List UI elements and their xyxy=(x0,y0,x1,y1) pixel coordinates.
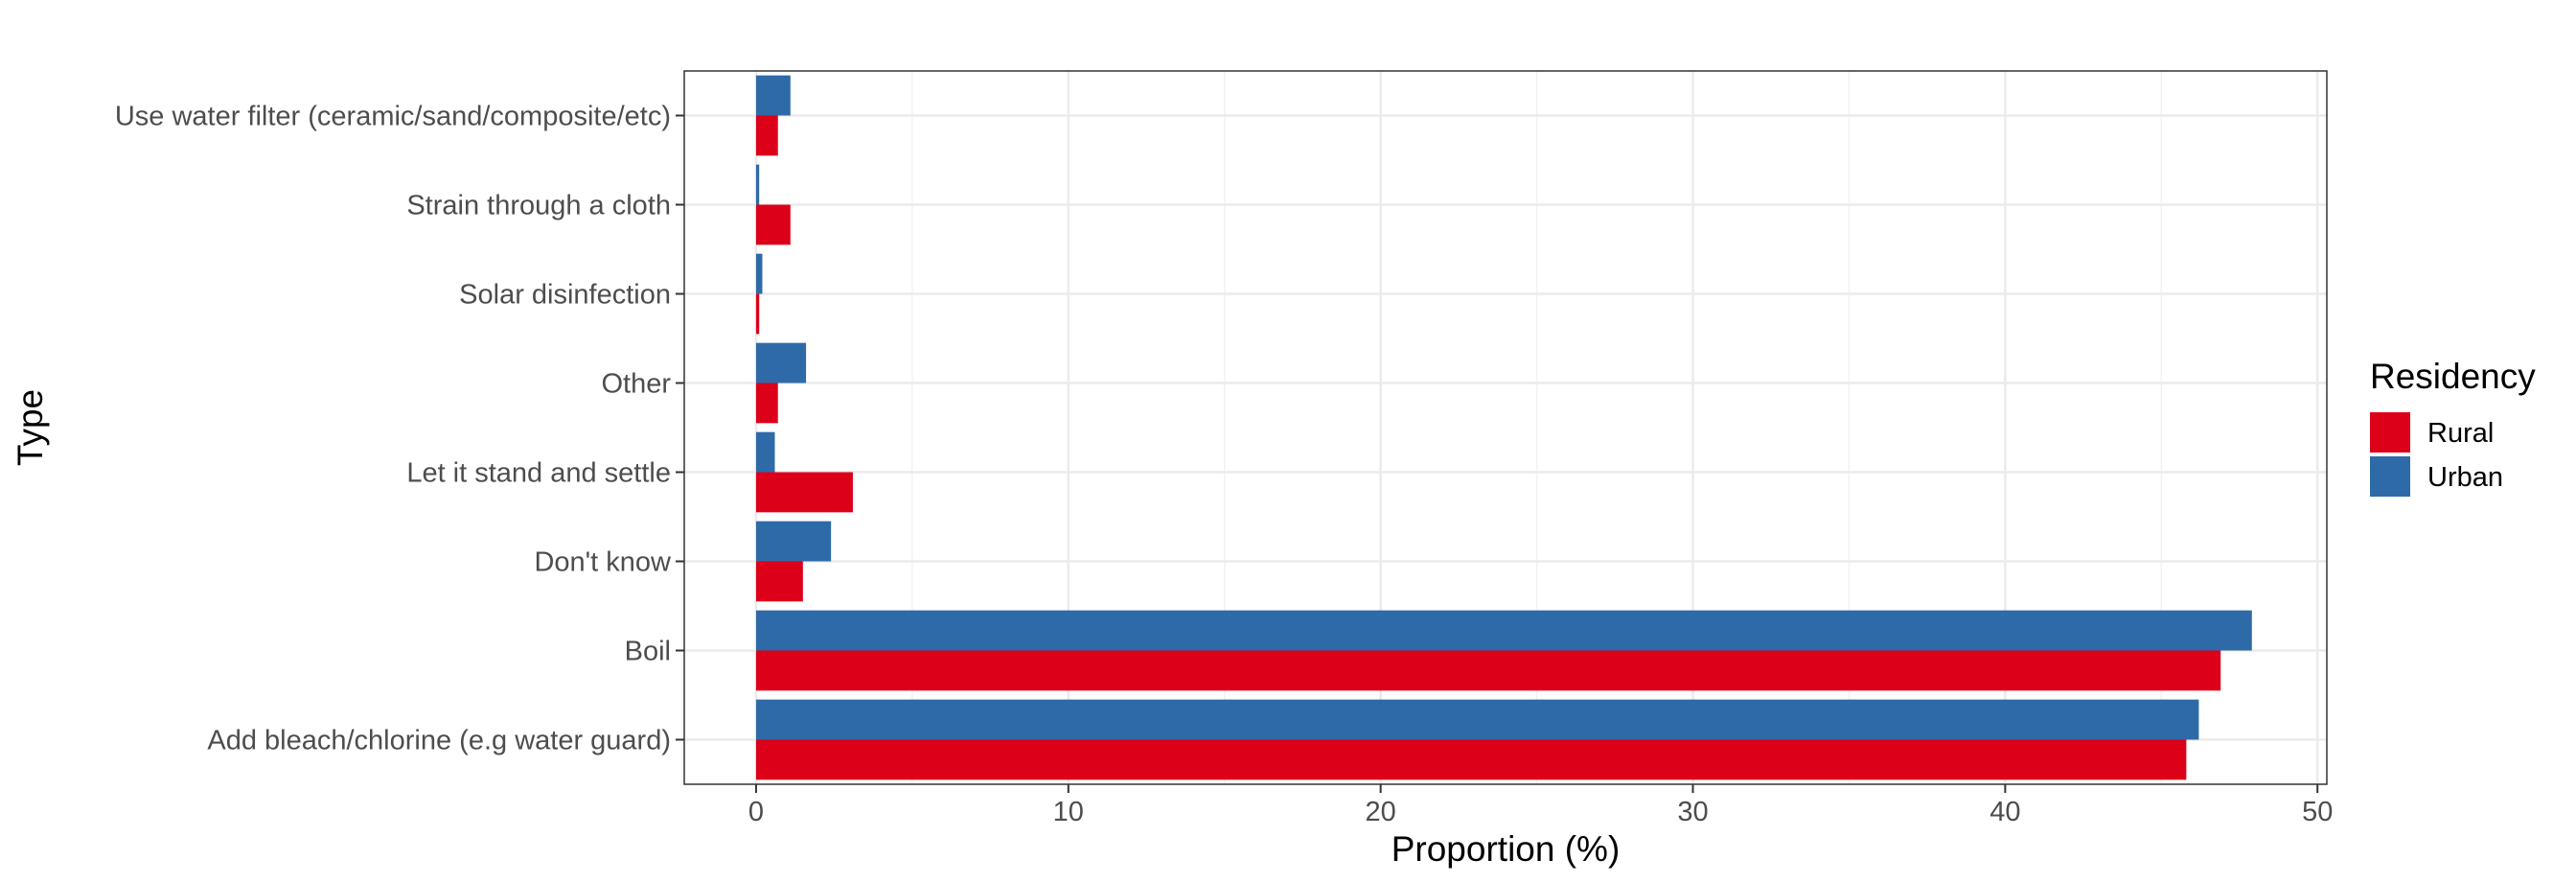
x-tick-label: 0 xyxy=(748,797,764,827)
bar-rural xyxy=(755,472,853,513)
legend-label-urban: Urban xyxy=(2427,462,2503,493)
y-tick-label: Solar disinfection xyxy=(459,280,671,311)
bar-urban xyxy=(755,342,807,383)
bar-rural xyxy=(755,293,760,335)
bar-urban xyxy=(755,521,832,562)
bars xyxy=(755,75,2252,780)
panel-border xyxy=(683,70,2328,785)
bar-rural xyxy=(755,561,803,602)
legend-label-rural: Rural xyxy=(2427,418,2494,449)
y-tick-label: Use water filter (ceramic/sand/composite… xyxy=(115,102,671,132)
bar-urban xyxy=(755,164,760,205)
y-tick-label: Boil xyxy=(625,637,671,667)
bar-rural xyxy=(755,115,778,156)
y-tick-label: Strain through a cloth xyxy=(406,191,671,221)
bar-rural xyxy=(755,650,2221,691)
x-tick-label: 30 xyxy=(1677,797,1708,827)
legend-key-rural xyxy=(2370,412,2410,453)
y-tick-label: Don't know xyxy=(534,547,672,578)
bar-urban xyxy=(755,75,791,116)
bar-urban xyxy=(755,431,775,473)
x-tick-label: 40 xyxy=(1990,797,2020,827)
y-tick-label: Let it stand and settle xyxy=(406,458,671,489)
legend-title: Residency xyxy=(2370,357,2536,396)
x-tick-label: 10 xyxy=(1053,797,1084,827)
bar-urban xyxy=(755,699,2199,740)
bar-rural xyxy=(755,739,2187,780)
y-tick-label: Add bleach/chlorine (e.g water guard) xyxy=(207,726,671,756)
y-axis-title: Type xyxy=(11,389,50,466)
legend-key-urban xyxy=(2370,456,2410,497)
bar-rural xyxy=(755,383,778,424)
y-tick-label: Other xyxy=(601,369,671,400)
bar-rural xyxy=(755,204,791,245)
y-axis-ticks: Add bleach/chlorine (e.g water guard) Boi… xyxy=(115,102,684,756)
bar-urban xyxy=(755,253,763,294)
x-axis-title: Proportion (%) xyxy=(1392,829,1621,869)
x-tick-label: 50 xyxy=(2302,797,2333,827)
x-tick-label: 20 xyxy=(1366,797,1396,827)
bar-urban xyxy=(755,610,2252,651)
legend: Residency Rural Urban xyxy=(2370,357,2536,497)
x-axis-ticks: 0 10 20 30 40 50 xyxy=(748,784,2333,827)
